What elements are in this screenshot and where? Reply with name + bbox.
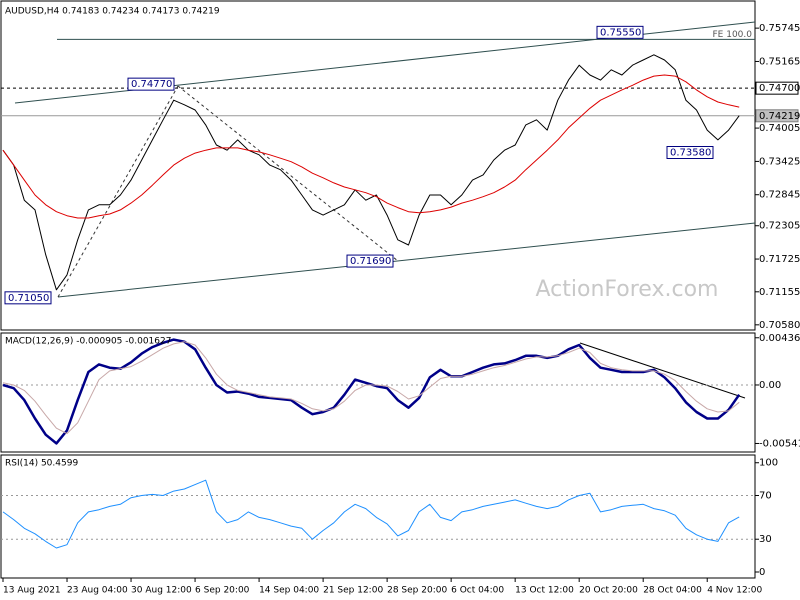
fe-label: FE 100.0 [713, 30, 753, 40]
wave-line [177, 85, 399, 262]
panel-title: MACD(12,26,9) -0.000905 -0.001627 [5, 337, 171, 347]
x-tick-label: 6 Oct 04:00 [451, 586, 504, 596]
callout-box [346, 254, 394, 268]
y-tick-label: 100 [759, 458, 778, 469]
series-line [2, 479, 740, 549]
macd-trendline [579, 342, 746, 399]
rsi-panel [0, 454, 756, 579]
x-tick-label: 20 Oct 20:00 [579, 586, 638, 596]
y-tick-label: 0.70580 [759, 320, 800, 331]
series-line [2, 74, 740, 219]
marked-level-label: 0.74700 [759, 83, 800, 94]
price-panel [0, 0, 756, 331]
x-tick-label: 13 Aug 2021 [3, 586, 61, 596]
y-tick-label: -0.005411 [759, 438, 800, 449]
series-line [2, 341, 740, 435]
y-tick-label: 0.74005 [759, 123, 800, 134]
series-line [2, 338, 741, 445]
x-tick-label: 4 Nov 12:00 [707, 586, 762, 596]
channel-lower [57, 222, 756, 298]
y-tick-label: 0.00 [759, 380, 781, 391]
series-line [2, 54, 740, 291]
y-tick-label: 0 [759, 567, 765, 578]
x-tick-label: 21 Sep 12:00 [323, 586, 383, 596]
callout-label: 0.71050 [8, 293, 49, 304]
callout-box [596, 25, 644, 39]
callout-box [666, 146, 714, 160]
y-tick-label: 0.75165 [759, 56, 800, 67]
x-tick-label: 28 Sep 20:00 [387, 586, 447, 596]
y-tick-label: 0.75745 [759, 23, 800, 34]
x-tick-label: 23 Aug 04:00 [67, 586, 128, 596]
y-tick-label: 0.71725 [759, 254, 800, 265]
y-tick-label: 0.72305 [759, 221, 800, 232]
x-tick-label: 13 Oct 12:00 [515, 586, 574, 596]
y-tick-label: 0.004367 [759, 333, 800, 344]
wave-line [57, 85, 179, 298]
y-tick-label: 30 [759, 534, 772, 545]
y-tick-label: 0.73425 [759, 156, 800, 167]
price-box [755, 109, 799, 123]
x-tick-label: 6 Sep 20:00 [195, 586, 250, 596]
y-tick-label: 70 [759, 491, 772, 502]
watermark: ActionForex.com [536, 277, 719, 302]
panel-title: RSI(14) 50.4599 [5, 459, 78, 469]
y-tick-label: 0.72845 [759, 190, 800, 201]
callout-label: 0.71690 [350, 256, 391, 267]
y-tick-label: 0.71155 [759, 287, 800, 298]
callout-label: 0.75550 [600, 27, 641, 38]
x-tick-label: 28 Oct 04:00 [643, 586, 702, 596]
panel-title: AUDUSD,H4 0.74183 0.74234 0.74173 0.7421… [5, 7, 220, 17]
callout-box [127, 77, 175, 91]
macd-panel [0, 332, 756, 453]
callout-label: 0.73580 [670, 148, 711, 159]
last-price-label: 0.74219 [759, 111, 800, 122]
callout-label: 0.74770 [131, 79, 172, 90]
x-tick-label: 30 Aug 12:00 [131, 586, 192, 596]
x-tick-label: 14 Sep 04:00 [259, 586, 319, 596]
price-box [755, 81, 799, 95]
callout-box [4, 291, 52, 305]
